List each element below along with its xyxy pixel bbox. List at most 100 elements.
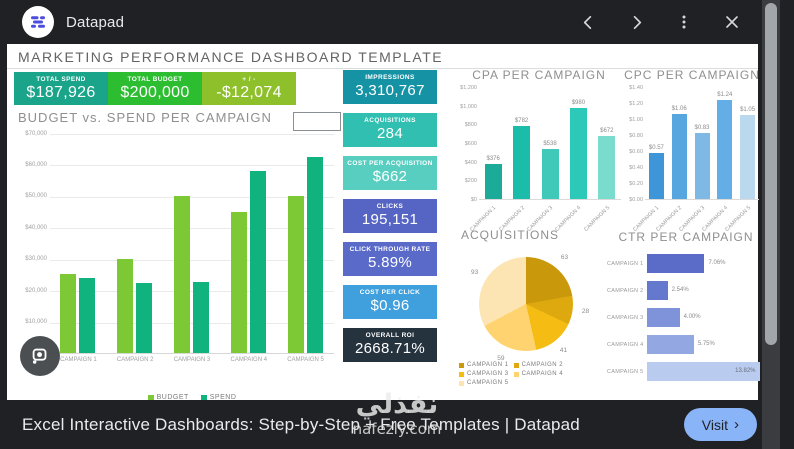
visit-button[interactable]: Visit › bbox=[683, 408, 757, 441]
bar-budget-campaign-4 bbox=[230, 211, 247, 353]
close-button[interactable] bbox=[720, 10, 744, 34]
y-tick-label: $50,000 bbox=[25, 193, 47, 200]
kpi-label: COST PER ACQUISITION bbox=[347, 160, 433, 167]
ctr-row-5: CAMPAIGN 5 13.82% bbox=[607, 362, 765, 381]
x-tick-label: CAMPAIGN 5 bbox=[287, 357, 324, 363]
viewer-titlebar: Datapad bbox=[0, 0, 794, 44]
y-tick-label: $1,200 bbox=[460, 85, 477, 91]
pie-disc bbox=[479, 257, 573, 351]
legend-swatch bbox=[147, 394, 154, 401]
visit-button-label: Visit bbox=[701, 416, 728, 433]
bar-campaign-5 bbox=[647, 362, 760, 381]
bar-track: 13.82% bbox=[647, 362, 761, 381]
bar-campaign-5 bbox=[740, 115, 756, 199]
legend-campaign-4: CAMPAIGN 4 bbox=[513, 371, 564, 377]
kpi-value: $187,926 bbox=[26, 84, 96, 101]
pie-value-label: 59 bbox=[497, 354, 505, 362]
x-tick-label: CAMPAIGN 3 bbox=[173, 357, 211, 363]
selected-cell-box bbox=[293, 112, 341, 131]
bar-campaign-3 bbox=[694, 132, 710, 199]
bar-campaign-4 bbox=[717, 99, 733, 199]
chart-plot-area: CAMPAIGN 1 7.06% CAMPAIGN 2 2.54% CAMPAIGN 3… bbox=[607, 254, 765, 389]
kpi-card-impressions: IMPRESSIONS 3,310,767 bbox=[343, 70, 437, 104]
pie-value-label: 93 bbox=[470, 269, 479, 277]
chart-title: CPC PER CAMPAIGN bbox=[624, 68, 760, 82]
legend-label: CAMPAIGN 1 bbox=[467, 362, 509, 368]
bar-spend-campaign-3 bbox=[193, 282, 209, 353]
kpi-value: $662 bbox=[372, 168, 408, 185]
bar-spend-campaign-5 bbox=[306, 156, 323, 353]
back-button[interactable] bbox=[576, 10, 600, 34]
scrollbar-track[interactable] bbox=[762, 0, 780, 449]
bar-budget-campaign-1 bbox=[60, 274, 77, 353]
value-label: 13.82% bbox=[735, 368, 756, 374]
y-tick-label: $0 bbox=[470, 197, 477, 203]
category-label: CAMPAIGN 4 bbox=[607, 341, 644, 348]
dashboard-title: MARKETING PERFORMANCE DASHBOARD TEMPLATE bbox=[18, 49, 444, 65]
y-tick-label: $0.20 bbox=[629, 181, 643, 187]
category-label: CAMPAIGN 2 bbox=[607, 287, 644, 294]
bar-campaign-2 bbox=[671, 114, 687, 199]
kpi-card-acquisitions: ACQUISITIONS 284 bbox=[343, 113, 437, 147]
kpi-middle-column: IMPRESSIONS 3,310,767 ACQUISITIONS 284 COST … bbox=[343, 70, 437, 362]
y-tick-label: $1.40 bbox=[629, 85, 643, 91]
kpi-label: ACQUISITIONS bbox=[364, 117, 416, 124]
y-tick-label: $400 bbox=[464, 159, 477, 166]
app-title: Datapad bbox=[66, 13, 125, 31]
pie-value-label: 28 bbox=[581, 307, 590, 315]
ctr-row-4: CAMPAIGN 4 5.75% bbox=[607, 335, 765, 354]
value-label: 4.00% bbox=[683, 314, 701, 320]
camera-lens-icon bbox=[32, 348, 47, 364]
bar-campaign-3 bbox=[541, 148, 559, 199]
ctr-row-2: CAMPAIGN 2 2.54% bbox=[607, 281, 765, 300]
y-tick-label: $1,000 bbox=[460, 103, 477, 110]
cpc-per-campaign-chart: CPC PER CAMPAIGN $0.00 $0.20 $0.40 $0.60 $0.… bbox=[619, 68, 765, 233]
chart-plot-area: $0 $200 $400 $600 $800 $1,000 $1,200 $376 CAMPAI… bbox=[460, 85, 621, 233]
bar-campaign-4 bbox=[569, 107, 587, 199]
page-title-link[interactable]: Excel Interactive Dashboards: Step-by-St… bbox=[22, 414, 580, 434]
legend-campaign-5: CAMPAIGN 5 bbox=[459, 380, 509, 386]
chevron-left-icon bbox=[583, 15, 591, 29]
bar-spend-campaign-1 bbox=[79, 278, 96, 353]
kpi-card-total-budget: TOTAL BUDGET $200,000 bbox=[108, 72, 202, 105]
bar-campaign-5 bbox=[598, 136, 616, 199]
ctr-row-3: CAMPAIGN 3 4.00% bbox=[607, 308, 765, 327]
legend-budget: BUDGET bbox=[147, 394, 189, 401]
kpi-label: TOTAL SPEND bbox=[36, 76, 86, 83]
chart-title: ACQUISITIONS bbox=[461, 228, 560, 242]
kpi-label: CLICKS bbox=[376, 203, 404, 210]
lens-search-button[interactable] bbox=[20, 336, 60, 376]
y-tick-label: $40,000 bbox=[25, 224, 47, 231]
legend-swatch bbox=[200, 394, 207, 401]
bar-spend-campaign-4 bbox=[249, 170, 266, 353]
kpi-top-row: TOTAL SPEND $187,926 TOTAL BUDGET $200,000 +… bbox=[14, 72, 296, 105]
y-tick-label: $1.00 bbox=[629, 117, 643, 123]
scrollbar-thumb[interactable] bbox=[765, 3, 777, 345]
kpi-card-overall-roi: OVERALL ROI 2668.71% bbox=[343, 328, 437, 362]
category-label: CAMPAIGN 5 bbox=[607, 368, 644, 375]
legend-label: CAMPAIGN 2 bbox=[521, 362, 564, 368]
more-options-button[interactable] bbox=[672, 10, 696, 34]
legend-campaign-3: CAMPAIGN 3 bbox=[459, 371, 509, 377]
viewer-bottombar: Excel Interactive Dashboards: Step-by-St… bbox=[0, 400, 794, 449]
data-label: $1.06 bbox=[671, 106, 687, 113]
y-tick-label: $600 bbox=[464, 141, 477, 147]
kpi-card-clicks: CLICKS 195,151 bbox=[343, 199, 437, 233]
kpi-value: 5.89% bbox=[367, 254, 413, 271]
y-tick-label: $1.20 bbox=[629, 101, 643, 107]
bar-track: 7.06% bbox=[647, 254, 761, 273]
legend-label: BUDGET bbox=[156, 394, 189, 401]
y-tick-label: $0.40 bbox=[629, 165, 643, 171]
data-label: $672 bbox=[600, 128, 614, 135]
forward-button[interactable] bbox=[624, 10, 648, 34]
y-tick-label: $60,000 bbox=[25, 161, 47, 168]
gridline bbox=[50, 322, 334, 324]
bar-campaign-1 bbox=[647, 254, 705, 273]
legend-swatch bbox=[459, 371, 464, 377]
result-image-dashboard[interactable]: MARKETING PERFORMANCE DASHBOARD TEMPLATE… bbox=[7, 44, 760, 401]
kpi-value: 3,310,767 bbox=[355, 82, 425, 99]
legend-label: SPEND bbox=[209, 394, 237, 401]
chart-plot-area: $10,000 $20,000 $30,000 $40,000 $50,000 $60,0… bbox=[25, 131, 334, 363]
bar-track: 4.00% bbox=[647, 308, 761, 327]
legend-swatch bbox=[513, 362, 519, 368]
